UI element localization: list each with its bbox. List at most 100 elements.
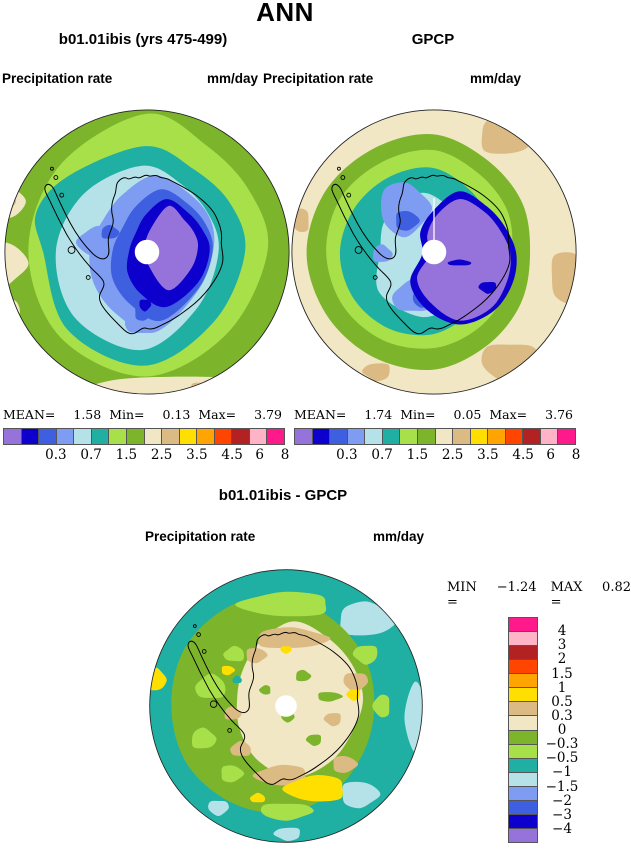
mean-value: 1.58 <box>73 407 102 422</box>
colorbar-cell <box>416 428 436 445</box>
colorbar-cell <box>311 428 331 445</box>
colorbar-tick-label: −2 <box>552 792 572 809</box>
colorbar-cell <box>73 428 92 445</box>
variable-label-model: Precipitation rate <box>2 71 113 86</box>
min-value: 0.05 <box>453 407 482 422</box>
colorbar-cell <box>508 673 538 689</box>
colorbar-tick-label: 4 <box>557 623 567 640</box>
colorbar-tick-label: −0.3 <box>545 736 579 753</box>
colorbar-tick-label: 1.5 <box>551 665 573 682</box>
colorbar-cell <box>508 757 538 773</box>
colorbar-cell <box>346 428 366 445</box>
colorbar-tick-label: 0.3 <box>336 447 358 463</box>
colorbar-tick-label: 0.7 <box>371 447 393 463</box>
colorbar-cell <box>508 659 538 675</box>
map-diff <box>145 565 427 847</box>
colorbar-cell <box>125 428 145 445</box>
colorbar-cell <box>508 771 538 787</box>
colorbar-cell <box>108 428 127 445</box>
max-label: MAX = <box>550 580 583 610</box>
max-label: Max= <box>489 407 528 422</box>
colorbar-obs-labels: 0.3 0.7 1.5 2.5 3.5 4.5 6 8 <box>294 447 580 463</box>
colorbar-tick-label: 0.3 <box>45 447 67 463</box>
stats-obs: MEAN= 1.74 Min= 0.05 Max= 3.76 <box>294 407 573 422</box>
colorbar-cell <box>508 631 538 647</box>
units-label-diff: mm/day <box>373 529 425 544</box>
colorbar-cell <box>508 743 538 759</box>
colorbar-tick-label: 1.5 <box>406 447 429 463</box>
colorbar-cell <box>469 428 489 445</box>
colorbar-diff-labels: 4 3 2 1.5 1 0.5 0.3 0 −0.3 −0.5 −1 −1.5 −2 −3 −4 <box>541 617 583 843</box>
colorbar-cell <box>178 428 198 445</box>
colorbar-cell <box>364 428 383 445</box>
colorbar-cell <box>329 428 348 445</box>
colorbar-cell <box>508 827 538 843</box>
colorbar-cell <box>508 785 538 801</box>
colorbar-cell <box>143 428 163 445</box>
colorbar-tick-label: 1.5 <box>115 447 138 463</box>
max-value: 0.82 <box>602 580 631 595</box>
colorbar-tick-label: 0.5 <box>551 693 573 710</box>
min-label: Min= <box>109 407 145 422</box>
colorbar-cell <box>508 617 538 633</box>
colorbar-tick-label: 0.3 <box>551 707 573 724</box>
panel-diff-subtitle: b01.01ibis - GPCP <box>218 487 348 504</box>
map-model-svg <box>4 109 290 395</box>
min-value: 0.13 <box>162 407 191 422</box>
colorbar-tick-label: 0 <box>557 722 567 738</box>
colorbar-tick-label: 2 <box>557 651 567 668</box>
panel-obs-subtitle: GPCP <box>411 31 455 48</box>
mean-label: MEAN= <box>294 407 347 422</box>
colorbar-cell <box>38 428 57 445</box>
mean-value: 1.74 <box>364 407 393 422</box>
map-diff-svg <box>149 569 423 843</box>
colorbar-cell <box>508 687 538 703</box>
colorbar-cell <box>508 813 538 829</box>
colorbar-model <box>3 428 285 445</box>
units-label-obs: mm/day <box>470 71 522 86</box>
map-obs <box>287 105 581 399</box>
variable-label-diff: Precipitation rate <box>145 529 256 544</box>
colorbar-cell <box>3 428 22 445</box>
colorbar-tick-label: 2.5 <box>150 447 173 463</box>
colorbar-tick-label: 6 <box>255 447 264 463</box>
colorbar-cell <box>508 799 538 815</box>
colorbar-cell <box>294 428 313 445</box>
colorbar-cell <box>508 715 538 731</box>
colorbar-tick-label: 0.7 <box>80 447 102 463</box>
colorbar-tick-label: 6 <box>546 447 555 463</box>
min-value: −1.24 <box>496 580 537 595</box>
colorbar-cell <box>55 428 75 445</box>
variable-label-obs: Precipitation rate <box>263 71 374 86</box>
colorbar-cell <box>20 428 40 445</box>
colorbar-tick-label: 4.5 <box>512 447 534 463</box>
colorbar-tick-label: 4.5 <box>221 447 243 463</box>
colorbar-cell <box>231 428 250 445</box>
page-title: ANN <box>256 0 314 27</box>
colorbar-cell <box>90 428 110 445</box>
colorbar-cell <box>508 645 538 661</box>
max-value: 3.79 <box>254 407 282 422</box>
map-obs-svg <box>291 109 577 395</box>
colorbar-tick-label: 2.5 <box>441 447 464 463</box>
colorbar-tick-label: 8 <box>571 447 581 463</box>
colorbar-cell <box>508 701 538 717</box>
colorbar-cell <box>161 428 180 445</box>
colorbar-tick-label: −1.5 <box>545 778 579 795</box>
map-model <box>0 105 294 399</box>
colorbar-tick-label: 3 <box>557 637 567 654</box>
colorbar-cell <box>213 428 233 445</box>
colorbar-model-labels: 0.3 0.7 1.5 2.5 3.5 4.5 6 8 <box>3 447 289 463</box>
colorbar-cell <box>557 428 576 445</box>
colorbar-cell <box>508 729 538 745</box>
colorbar-obs <box>294 428 576 445</box>
mean-label: MEAN= <box>3 407 56 422</box>
colorbar-tick-label: −0.5 <box>545 750 579 767</box>
units-label-model: mm/day <box>207 71 259 86</box>
colorbar-cell <box>487 428 506 445</box>
min-label: Min= <box>400 407 436 422</box>
panel-model-subtitle: b01.01ibis (yrs 475-499) <box>58 31 228 48</box>
colorbar-cell <box>399 428 418 445</box>
stats-diff: MIN = −1.24 MAX = 0.82 <box>447 580 631 610</box>
